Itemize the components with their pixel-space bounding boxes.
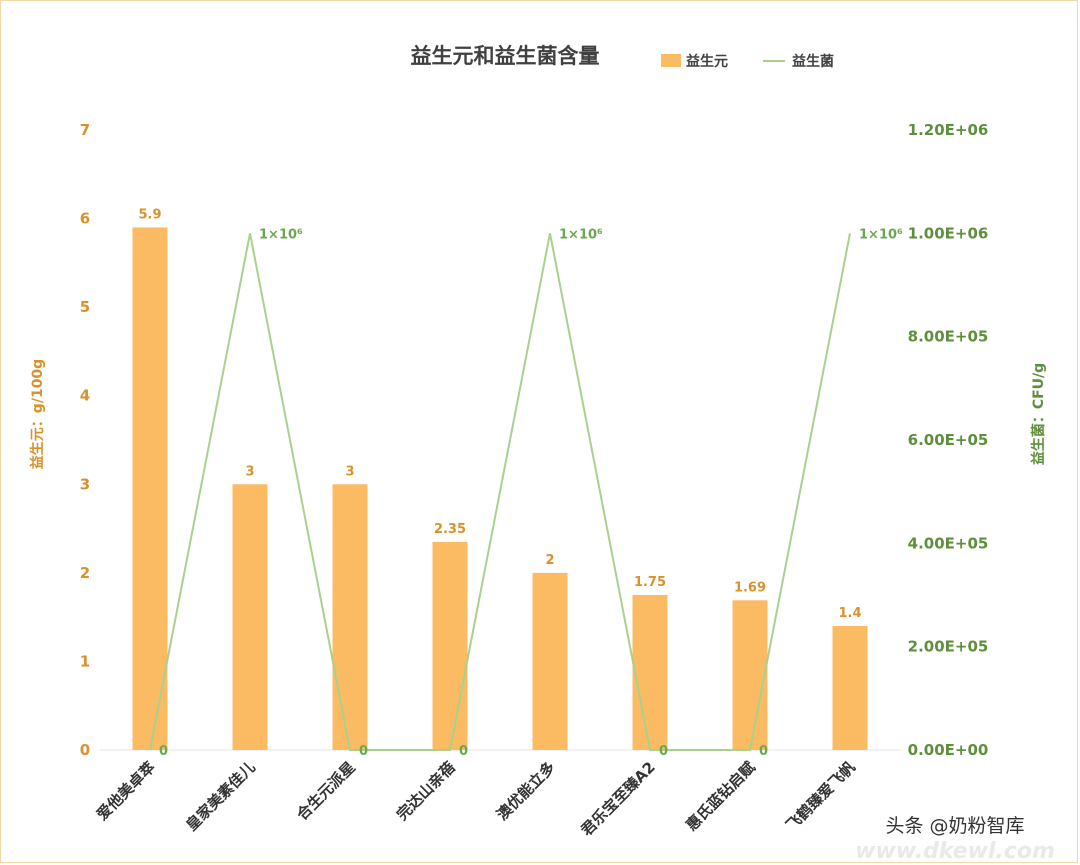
chart-title: 益生元和益生菌含量 <box>411 44 600 68</box>
x-category-label: 合生元派星 <box>292 758 358 824</box>
y-left-tick-label: 4 <box>80 387 90 405</box>
y-right-tick-label: 2.00E+05 <box>908 638 989 656</box>
y-right-ticks: 0.00E+00 2.00E+05 4.00E+05 6.00E+05 8.00E+05… <box>908 121 989 759</box>
bar-data-label: 3 <box>245 464 254 479</box>
legend: 益生元 益生菌 <box>661 53 834 70</box>
y-left-tick-label: 5 <box>80 298 90 316</box>
bar-data-label: 1.75 <box>634 575 666 590</box>
legend-label-bar: 益生元 <box>686 53 728 70</box>
y-left-tick-label: 2 <box>80 564 90 582</box>
bar-data-label: 5.9 <box>138 207 161 222</box>
y-left-tick-label: 7 <box>80 121 90 139</box>
bar-data-label: 1.4 <box>838 606 861 621</box>
bar-series <box>132 227 868 750</box>
watermark-text: 头条 @奶粉智库 <box>885 815 1024 837</box>
bar <box>432 541 468 750</box>
y-right-tick-label: 1.00E+06 <box>908 224 989 242</box>
y-left-ticks: 0 1 2 3 4 5 6 7 <box>80 121 90 759</box>
bar <box>732 600 768 750</box>
x-category-labels: 爱他美卓萃 皇家美素佳儿 合生元派星 完达山亲蓓 澳优能立多 君乐宝至臻A2 惠氏蓝钻启赋飞… <box>93 758 859 839</box>
x-category-label: 飞鹤臻爱飞帆 <box>782 758 858 834</box>
y-left-tick-label: 0 <box>80 741 90 759</box>
line-data-label: 0 <box>459 744 468 759</box>
line-data-label: 0 <box>759 744 768 759</box>
x-category-label: 爱他美卓萃 <box>93 758 159 824</box>
y-right-tick-label: 0.00E+00 <box>908 741 989 759</box>
bar-data-label: 1.69 <box>734 580 766 595</box>
legend-swatch-bar <box>661 54 681 67</box>
y-right-tick-label: 8.00E+05 <box>908 328 989 346</box>
y-right-tick-label: 1.20E+06 <box>908 121 989 139</box>
legend-label-line: 益生菌 <box>792 53 834 70</box>
line-data-label: 1×10⁶ <box>559 227 603 242</box>
watermark-url: www.dkewl.com <box>855 839 1055 864</box>
bar <box>832 626 868 750</box>
bar <box>632 595 668 750</box>
bar <box>332 484 368 750</box>
bar <box>232 484 268 750</box>
x-category-label: 完达山亲蓓 <box>393 758 459 824</box>
y-left-axis-label: 益生元：g/100g <box>29 359 46 469</box>
line-data-label: 0 <box>659 744 668 759</box>
line-data-label: 0 <box>159 744 168 759</box>
bar-data-labels: 5.9 3 3 2.35 2 1.75 1.69 1.4 <box>138 207 861 621</box>
x-category-label: 皇家美素佳儿 <box>182 758 258 834</box>
line-data-label: 1×10⁶ <box>259 227 303 242</box>
x-category-label: 惠氏蓝钻启赋 <box>682 758 758 834</box>
line-data-label: 1×10⁶ <box>859 227 903 242</box>
bar <box>532 572 568 750</box>
line-data-label: 0 <box>359 744 368 759</box>
y-right-tick-label: 4.00E+05 <box>908 534 989 552</box>
y-left-tick-label: 6 <box>80 210 90 228</box>
watermark: www.dkewl.com 头条 @奶粉智库 <box>855 815 1055 864</box>
x-category-label: 澳优能立多 <box>493 758 559 824</box>
y-left-tick-label: 3 <box>80 475 90 493</box>
y-right-axis-label: 益生菌：CFU/g <box>1030 363 1047 465</box>
x-category-label: 君乐宝至臻A2 <box>577 758 658 839</box>
bar-data-label: 3 <box>345 464 354 479</box>
line-data-labels: 0 1×10⁶ 0 0 1×10⁶ 0 0 1×10⁶ <box>159 227 903 759</box>
bar-data-label: 2.35 <box>434 522 466 537</box>
bar <box>132 227 168 750</box>
y-right-tick-label: 6.00E+05 <box>908 431 989 449</box>
bar-data-label: 2 <box>545 553 554 568</box>
line-series <box>149 233 851 751</box>
y-left-tick-label: 1 <box>80 652 90 670</box>
